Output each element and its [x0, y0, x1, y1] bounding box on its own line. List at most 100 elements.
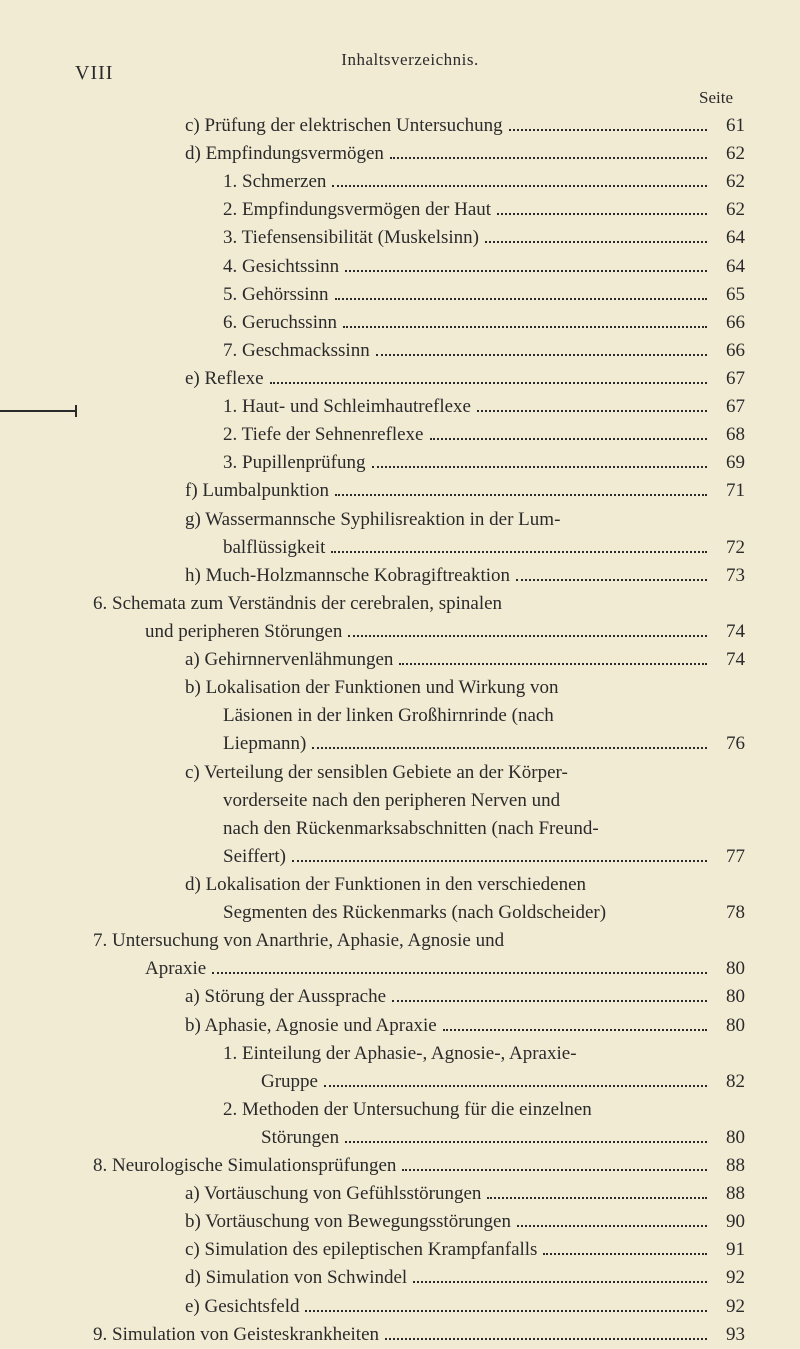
toc-entry-page: 64: [713, 224, 745, 252]
toc-entry-text: g) Wassermannsche Syphilisreaktion in de…: [75, 506, 745, 534]
toc-entry-text: a) Störung der Aussprache: [185, 983, 386, 1011]
toc-entry: 1. Einteilung der Aphasie-, Agnosie-, Ap…: [75, 1040, 745, 1096]
toc-leader-dots: [430, 438, 708, 440]
toc-leader-dots: [376, 354, 707, 356]
toc-leader-dots: [335, 494, 707, 496]
toc-entry-text: c) Verteilung der sensiblen Gebiete an d…: [75, 759, 745, 787]
toc-entry-page: 91: [713, 1236, 745, 1264]
toc-leader-dots: [543, 1253, 707, 1255]
toc-entry-page: 80: [713, 1012, 745, 1040]
toc-entry: 3. Tiefensensibilität (Muskelsinn)64: [75, 224, 745, 252]
toc-entry: 2. Tiefe der Sehnenreflexe68: [75, 421, 745, 449]
toc-entry-page: 88: [713, 1180, 745, 1208]
toc-leader-dots: [402, 1169, 707, 1171]
toc-entry: 7. Untersuchung von Anarthrie, Aphasie, …: [75, 927, 745, 983]
toc-leader-dots: [477, 410, 707, 412]
toc-entry-page: 61: [713, 112, 745, 140]
toc-entry-text: c) Simulation des epileptischen Krampfan…: [185, 1236, 537, 1264]
toc-leader-dots: [516, 579, 707, 581]
toc-entry-page: 74: [713, 618, 745, 646]
toc-entry-page: 92: [713, 1264, 745, 1292]
toc-entry-text: c) Prüfung der elektrischen Untersuchung: [185, 112, 503, 140]
toc-entry: c) Verteilung der sensiblen Gebiete an d…: [75, 759, 745, 871]
toc-entry: 2. Empfindungsvermögen der Haut62: [75, 196, 745, 224]
toc-leader-dots: [385, 1338, 707, 1340]
toc-entry: d) Empfindungsvermögen62: [75, 140, 745, 168]
toc-entry: c) Simulation des epileptischen Krampfan…: [75, 1236, 745, 1264]
toc-leader-dots: [305, 1310, 707, 1312]
toc-entry-text: 7. Geschmackssinn: [223, 337, 370, 365]
toc-entry: b) Aphasie, Agnosie und Apraxie 80: [75, 1012, 745, 1040]
toc-entry-text: 1. Einteilung der Aphasie-, Agnosie-, Ap…: [75, 1040, 745, 1068]
toc-entry-page: 80: [713, 1124, 745, 1152]
toc-entry-text: vorderseite nach den peripheren Nerven u…: [75, 787, 745, 815]
toc-entry: 1. Haut- und Schleimhautreflexe 67: [75, 393, 745, 421]
toc-entry-text: Apraxie: [145, 955, 206, 983]
toc-entry-text: Gruppe: [261, 1068, 318, 1096]
toc-leader-dots: [497, 213, 707, 215]
toc-entry-text: 2. Methoden der Untersuchung für die ein…: [75, 1096, 745, 1124]
toc-entry-page: 62: [713, 168, 745, 196]
toc-entry: d) Simulation von Schwindel92: [75, 1264, 745, 1292]
toc-entry-text: 1. Schmerzen: [223, 168, 326, 196]
table-of-contents: c) Prüfung der elektrischen Untersuchung…: [75, 112, 745, 1349]
toc-entry-text: h) Much-Holzmannsche Kobragiftreaktion: [185, 562, 510, 590]
toc-entry: f) Lumbalpunktion71: [75, 477, 745, 505]
toc-entry: 6. Schemata zum Verständnis der cerebral…: [75, 590, 745, 646]
toc-entry-page: 90: [713, 1208, 745, 1236]
toc-leader-dots: [343, 326, 707, 328]
toc-entry-text: und peripheren Störungen: [145, 618, 342, 646]
toc-entry-text: b) Aphasie, Agnosie und Apraxie: [185, 1012, 437, 1040]
toc-entry: 5. Gehörssinn65: [75, 281, 745, 309]
toc-entry: 6. Geruchssinn66: [75, 309, 745, 337]
toc-entry-page: 67: [713, 393, 745, 421]
toc-entry-text: 1. Haut- und Schleimhautreflexe: [223, 393, 471, 421]
toc-entry: a) Gehirnnervenlähmungen74: [75, 646, 745, 674]
toc-entry: h) Much-Holzmannsche Kobragiftreaktion73: [75, 562, 745, 590]
toc-entry-text: Segmenten des Rückenmarks (nach Goldsche…: [223, 899, 606, 927]
toc-entry-page: 76: [713, 730, 745, 758]
toc-leader-dots: [335, 298, 707, 300]
toc-entry-text: b) Vortäuschung von Bewegungsstörungen: [185, 1208, 511, 1236]
toc-entry: 3. Pupillenprüfung69: [75, 449, 745, 477]
toc-entry-text: 9. Simulation von Geisteskrankheiten: [93, 1321, 379, 1349]
toc-entry-text: d) Lokalisation der Funktionen in den ve…: [75, 871, 745, 899]
toc-entry-page: 67: [713, 365, 745, 393]
toc-entry-text: a) Gehirnnervenlähmungen: [185, 646, 393, 674]
toc-entry-text: 6. Schemata zum Verständnis der cerebral…: [75, 590, 745, 618]
toc-entry-text: Störungen: [261, 1124, 339, 1152]
toc-entry-text: 4. Gesichtssinn: [223, 253, 339, 281]
toc-entry-page: 92: [713, 1293, 745, 1321]
toc-entry-page: 82: [713, 1068, 745, 1096]
toc-leader-dots: [392, 1000, 707, 1002]
toc-entry-text: 8. Neurologische Simulationsprüfungen: [93, 1152, 396, 1180]
toc-entry-text: Seiffert): [223, 843, 286, 871]
toc-entry-text: 2. Empfindungsvermögen der Haut: [223, 196, 491, 224]
toc-entry: 2. Methoden der Untersuchung für die ein…: [75, 1096, 745, 1152]
toc-entry-text: e) Reflexe: [185, 365, 264, 393]
toc-entry: 7. Geschmackssinn 66: [75, 337, 745, 365]
toc-entry: b) Lokalisation der Funktionen und Wirku…: [75, 674, 745, 758]
toc-entry-text: 3. Pupillenprüfung: [223, 449, 366, 477]
page-roman-numeral: VIII: [75, 62, 113, 85]
toc-entry-page: 62: [713, 140, 745, 168]
toc-entry-page: 77: [713, 843, 745, 871]
toc-entry: a) Störung der Aussprache 80: [75, 983, 745, 1011]
toc-entry-page: 71: [713, 477, 745, 505]
toc-entry-text: balflüssigkeit: [223, 534, 325, 562]
toc-entry: c) Prüfung der elektrischen Untersuchung…: [75, 112, 745, 140]
seite-column-label: Seite: [75, 88, 745, 108]
toc-leader-dots: [399, 663, 707, 665]
toc-entry: b) Vortäuschung von Bewegungsstörungen 90: [75, 1208, 745, 1236]
toc-entry-text: b) Lokalisation der Funktionen und Wirku…: [75, 674, 745, 702]
toc-entry-page: 66: [713, 337, 745, 365]
toc-leader-dots: [517, 1225, 707, 1227]
toc-entry: 1. Schmerzen 62: [75, 168, 745, 196]
toc-entry-text: Liepmann): [223, 730, 306, 758]
toc-entry-text: a) Vortäuschung von Gefühlsstörungen: [185, 1180, 481, 1208]
toc-entry-page: 88: [713, 1152, 745, 1180]
toc-leader-dots: [485, 241, 707, 243]
toc-entry-page: 66: [713, 309, 745, 337]
toc-entry-page: 80: [713, 983, 745, 1011]
toc-leader-dots: [332, 185, 707, 187]
